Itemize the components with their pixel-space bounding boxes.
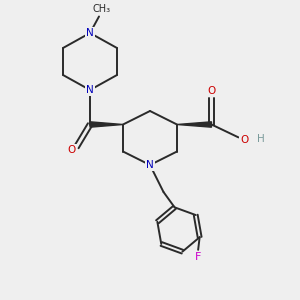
Text: N: N [86,28,94,38]
Text: F: F [195,252,201,262]
Text: CH₃: CH₃ [93,4,111,14]
Text: O: O [68,145,76,155]
Text: H: H [256,134,264,144]
Text: N: N [146,160,154,170]
Text: O: O [240,135,248,146]
Text: N: N [86,85,94,95]
Text: O: O [207,86,216,97]
Polygon shape [90,122,123,127]
Polygon shape [177,122,212,127]
